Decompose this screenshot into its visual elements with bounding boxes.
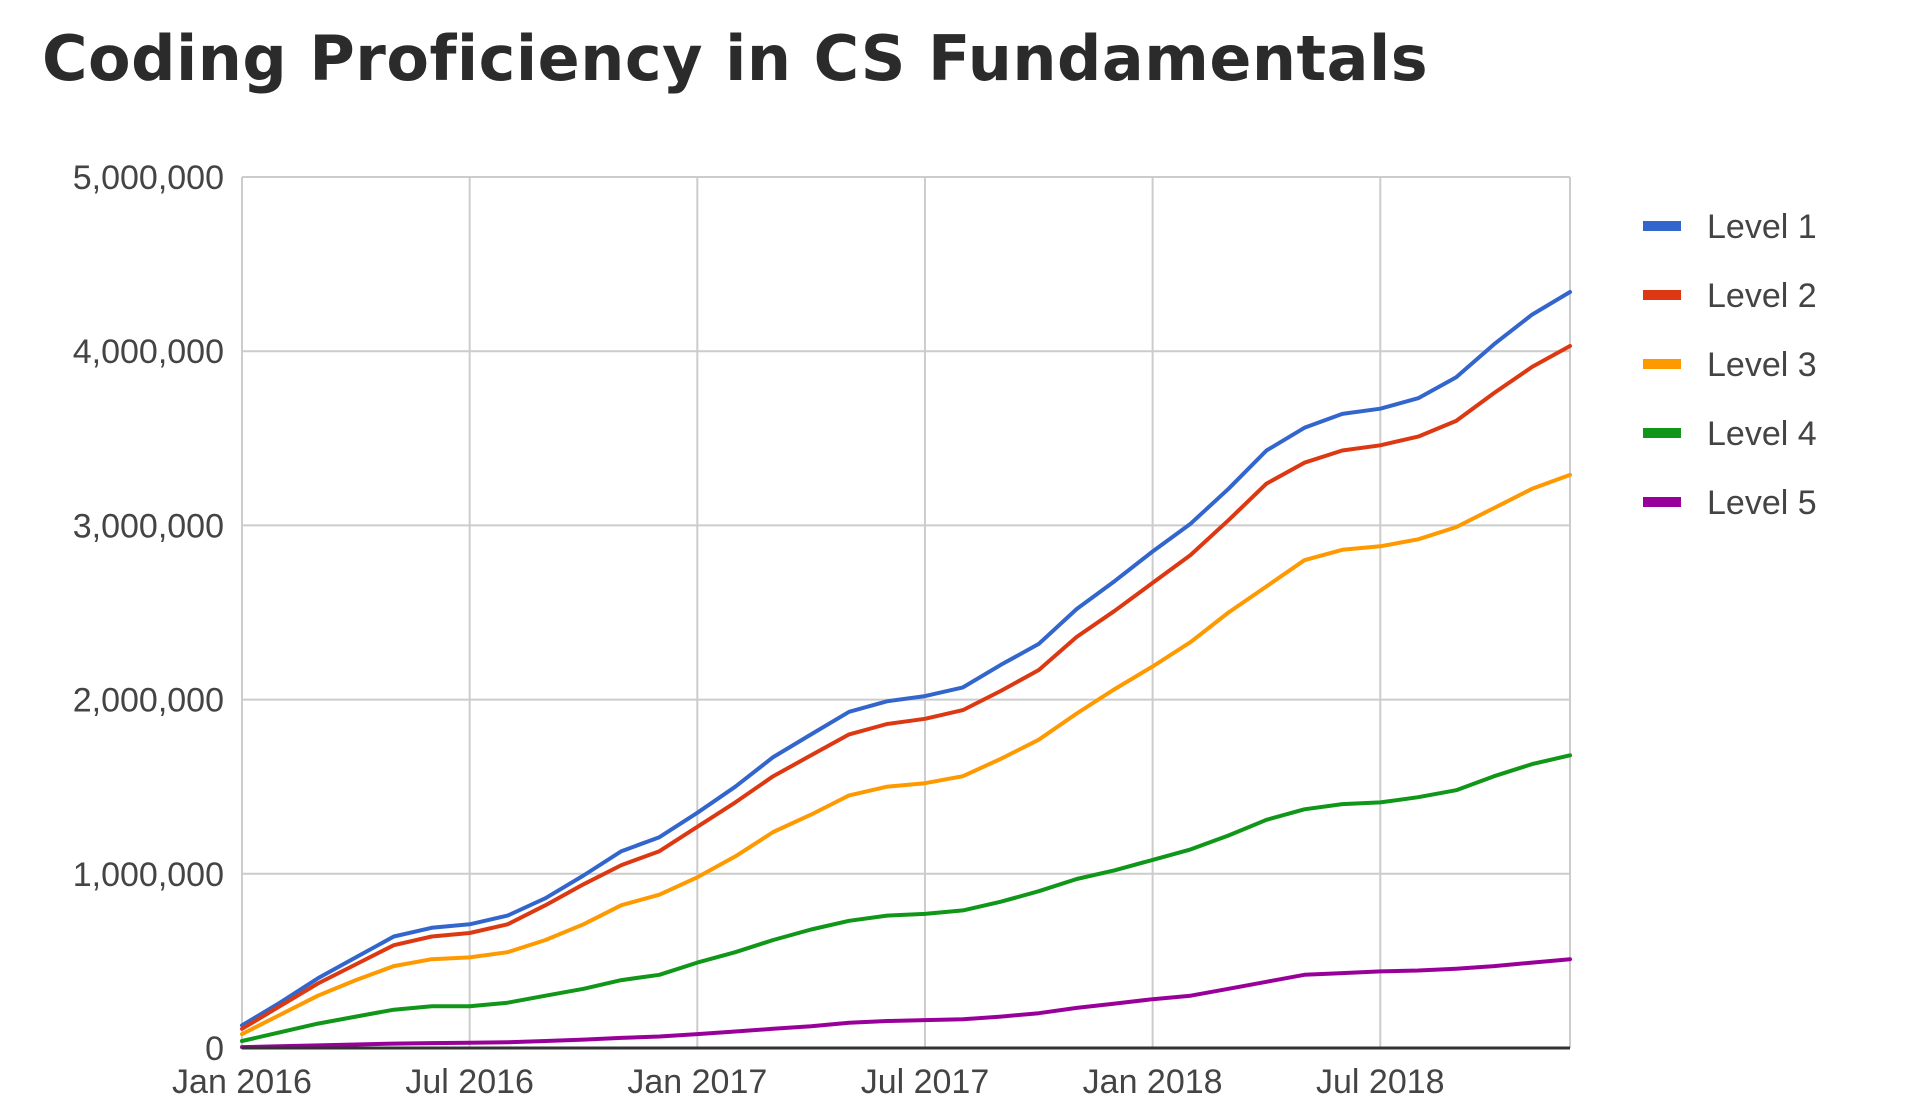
y-tick-label: 3,000,000 bbox=[73, 507, 224, 545]
legend-swatch-level-4 bbox=[1643, 428, 1681, 438]
legend-swatch-level-2 bbox=[1643, 290, 1681, 300]
x-tick-label: Jan 2017 bbox=[627, 1063, 767, 1101]
x-axis-tick-labels: Jan 2016 Jul 2016 Jan 2017 Jul 2017 Jan 2018… bbox=[172, 1063, 1445, 1101]
legend-label-level-2: Level 2 bbox=[1707, 277, 1817, 315]
y-tick-label: 2,000,000 bbox=[73, 682, 224, 720]
series-line-level-5 bbox=[240, 957, 1572, 1050]
series-line-level-2 bbox=[240, 344, 1572, 1031]
legend-swatch-level-1 bbox=[1643, 221, 1681, 231]
legend-label-level-5: Level 5 bbox=[1707, 484, 1817, 522]
legend-label-level-3: Level 3 bbox=[1707, 346, 1817, 384]
series-line-level-4 bbox=[240, 753, 1572, 1043]
series-line-level-1 bbox=[240, 290, 1572, 1028]
y-tick-label: 1,000,000 bbox=[73, 856, 224, 894]
legend: Level 1 Level 2 Level 3 Level 4 Level 5 bbox=[1643, 208, 1817, 522]
y-tick-label: 5,000,000 bbox=[73, 159, 224, 197]
legend-swatch-level-5 bbox=[1643, 497, 1681, 507]
x-tick-label: Jul 2016 bbox=[405, 1063, 534, 1101]
x-tick-label: Jan 2016 bbox=[172, 1063, 312, 1101]
x-tick-label: Jul 2018 bbox=[1316, 1063, 1445, 1101]
legend-label-level-1: Level 1 bbox=[1707, 208, 1817, 246]
legend-label-level-4: Level 4 bbox=[1707, 415, 1817, 453]
y-tick-label: 0 bbox=[205, 1030, 224, 1068]
grid-lines bbox=[241, 176, 1571, 1048]
x-tick-label: Jan 2018 bbox=[1083, 1063, 1223, 1101]
x-tick-label: Jul 2017 bbox=[861, 1063, 990, 1101]
series-lines bbox=[240, 290, 1572, 1050]
y-axis-tick-labels: 0 1,000,000 2,000,000 3,000,000 4,000,000 5,0… bbox=[73, 159, 224, 1068]
y-tick-label: 4,000,000 bbox=[73, 333, 224, 371]
legend-swatch-level-3 bbox=[1643, 359, 1681, 369]
series-line-level-3 bbox=[240, 472, 1572, 1037]
chart-title: Coding Proficiency in CS Fundamentals bbox=[42, 22, 1429, 95]
